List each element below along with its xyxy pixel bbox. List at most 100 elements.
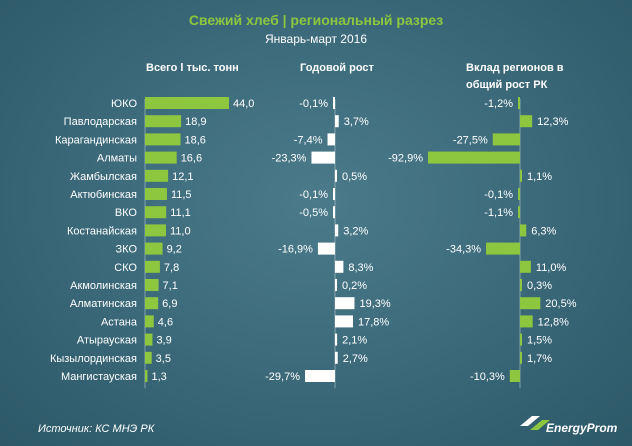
data-label-series-1: 17,8% <box>358 316 389 328</box>
bar-series-0 <box>145 115 182 128</box>
bar-series-2 <box>520 260 531 273</box>
bar-series-0 <box>145 206 167 219</box>
data-label-series-0: 7,1 <box>163 280 178 292</box>
bar-series-0 <box>145 242 163 255</box>
category-label: Алматы <box>97 153 137 165</box>
header-contribution-line1: Вклад регионов в <box>466 62 564 74</box>
data-label-series-1: 2,7% <box>343 353 368 365</box>
bar-series-2 <box>518 188 520 200</box>
data-label-series-2: 20,5% <box>545 298 576 310</box>
bar-series-0 <box>145 97 229 109</box>
data-label-series-0: 1,3 <box>151 371 166 383</box>
bar-series-0 <box>145 224 166 237</box>
bar-series-2 <box>520 297 541 310</box>
bar-series-1 <box>335 279 337 291</box>
bar-series-1 <box>335 115 339 128</box>
data-label-series-0: 44,0 <box>233 98 254 110</box>
bar-series-1 <box>333 188 335 200</box>
bar-series-1 <box>317 242 335 255</box>
data-label-series-0: 3,9 <box>156 335 171 347</box>
data-label-series-1: -23,3% <box>272 153 307 165</box>
data-label-series-0: 11,1 <box>170 207 191 219</box>
bar-series-2 <box>520 169 522 182</box>
logo-text: EnergyProm <box>546 421 618 435</box>
data-label-series-0: 7,8 <box>164 262 179 274</box>
data-label-series-1: 3,2% <box>343 225 368 237</box>
data-label-series-1: 19,3% <box>359 298 390 310</box>
data-label-series-0: 9,2 <box>167 244 182 256</box>
data-label-series-0: 11,0 <box>170 225 191 237</box>
data-label-series-1: 8,3% <box>348 262 373 274</box>
data-label-series-1: 0,2% <box>342 280 367 292</box>
data-label-series-2: 1,1% <box>527 171 552 183</box>
bar-series-0 <box>145 133 181 146</box>
bar-series-0 <box>145 151 177 164</box>
data-label-series-1: 0,5% <box>342 171 367 183</box>
data-label-series-2: 0,3% <box>527 280 552 292</box>
chart-subtitle: Январь-март 2016 <box>265 32 367 46</box>
bar-series-0 <box>145 260 160 273</box>
bar-series-2 <box>518 206 520 219</box>
data-label-series-2: 1,5% <box>527 335 552 347</box>
data-label-series-2: -27,5% <box>453 134 488 146</box>
data-label-series-2: -34,3% <box>446 244 481 256</box>
chart-rows: ЮКО 44,0 -0,1% -1,2% Павлодарская 18,9 3,7% 12,… <box>50 97 577 389</box>
bar-series-1 <box>333 206 335 219</box>
data-label-series-0: 11,5 <box>171 189 192 201</box>
bar-series-1 <box>335 224 339 237</box>
category-label: Костанайская <box>67 225 137 237</box>
header-contribution-line2: общий рост РК <box>466 79 548 91</box>
data-label-series-0: 12,1 <box>172 171 193 183</box>
bar-series-2 <box>520 115 533 128</box>
bar-series-0 <box>145 188 167 200</box>
bar-series-1 <box>327 133 335 146</box>
logo-icon <box>520 416 540 426</box>
bar-series-1 <box>335 315 353 328</box>
data-label-series-0: 18,6 <box>185 134 206 146</box>
bar-series-0 <box>145 370 148 382</box>
bar-series-0 <box>145 279 159 291</box>
energyprom-logo: EnergyProm <box>520 416 618 435</box>
data-label-series-2: -1,2% <box>484 98 513 110</box>
data-label-series-2: 12,8% <box>538 316 569 328</box>
bar-series-2 <box>520 333 522 346</box>
category-label: Акмолинская <box>70 280 137 292</box>
data-label-series-1: -0,5% <box>299 207 328 219</box>
bar-series-2 <box>520 351 522 364</box>
category-label: Павлодарская <box>64 116 137 128</box>
bar-series-1 <box>335 351 338 364</box>
header-total: Всего l тыс. тонн <box>146 62 239 74</box>
source-note: Источник: КС МНЭ РК <box>38 423 155 435</box>
category-label: Карагандинская <box>55 134 137 146</box>
data-label-series-1: -16,9% <box>278 244 313 256</box>
data-label-series-1: 3,7% <box>344 116 369 128</box>
bar-series-0 <box>145 297 159 310</box>
category-label: Актюбинская <box>70 189 137 201</box>
category-label: ЗКО <box>116 244 138 256</box>
bar-series-1 <box>311 151 335 164</box>
category-label: СКО <box>114 262 137 274</box>
bar-series-0 <box>145 315 154 328</box>
bar-series-1 <box>335 169 337 182</box>
data-label-series-0: 6,9 <box>162 298 177 310</box>
bar-series-0 <box>145 333 153 346</box>
logo-icon-accent <box>530 420 550 430</box>
bar-series-2 <box>509 370 520 382</box>
category-label: Астана <box>101 316 138 328</box>
bar-series-1 <box>335 333 338 346</box>
bar-series-1 <box>335 260 344 273</box>
category-label: ВКО <box>115 207 138 219</box>
data-label-series-1: -0,1% <box>299 189 328 201</box>
data-label-series-2: -10,3% <box>470 371 505 383</box>
data-label-series-0: 16,6 <box>181 153 202 165</box>
category-label: Алматинская <box>70 298 137 310</box>
bar-series-1 <box>333 97 335 109</box>
bar-series-0 <box>145 169 169 182</box>
data-label-series-1: 2,1% <box>342 335 367 347</box>
bar-series-1 <box>305 370 335 382</box>
category-label: Атырауская <box>77 335 137 347</box>
data-label-series-2: -0,1% <box>484 189 513 201</box>
category-label: Кызылординская <box>50 353 137 365</box>
bar-series-0 <box>145 351 152 364</box>
